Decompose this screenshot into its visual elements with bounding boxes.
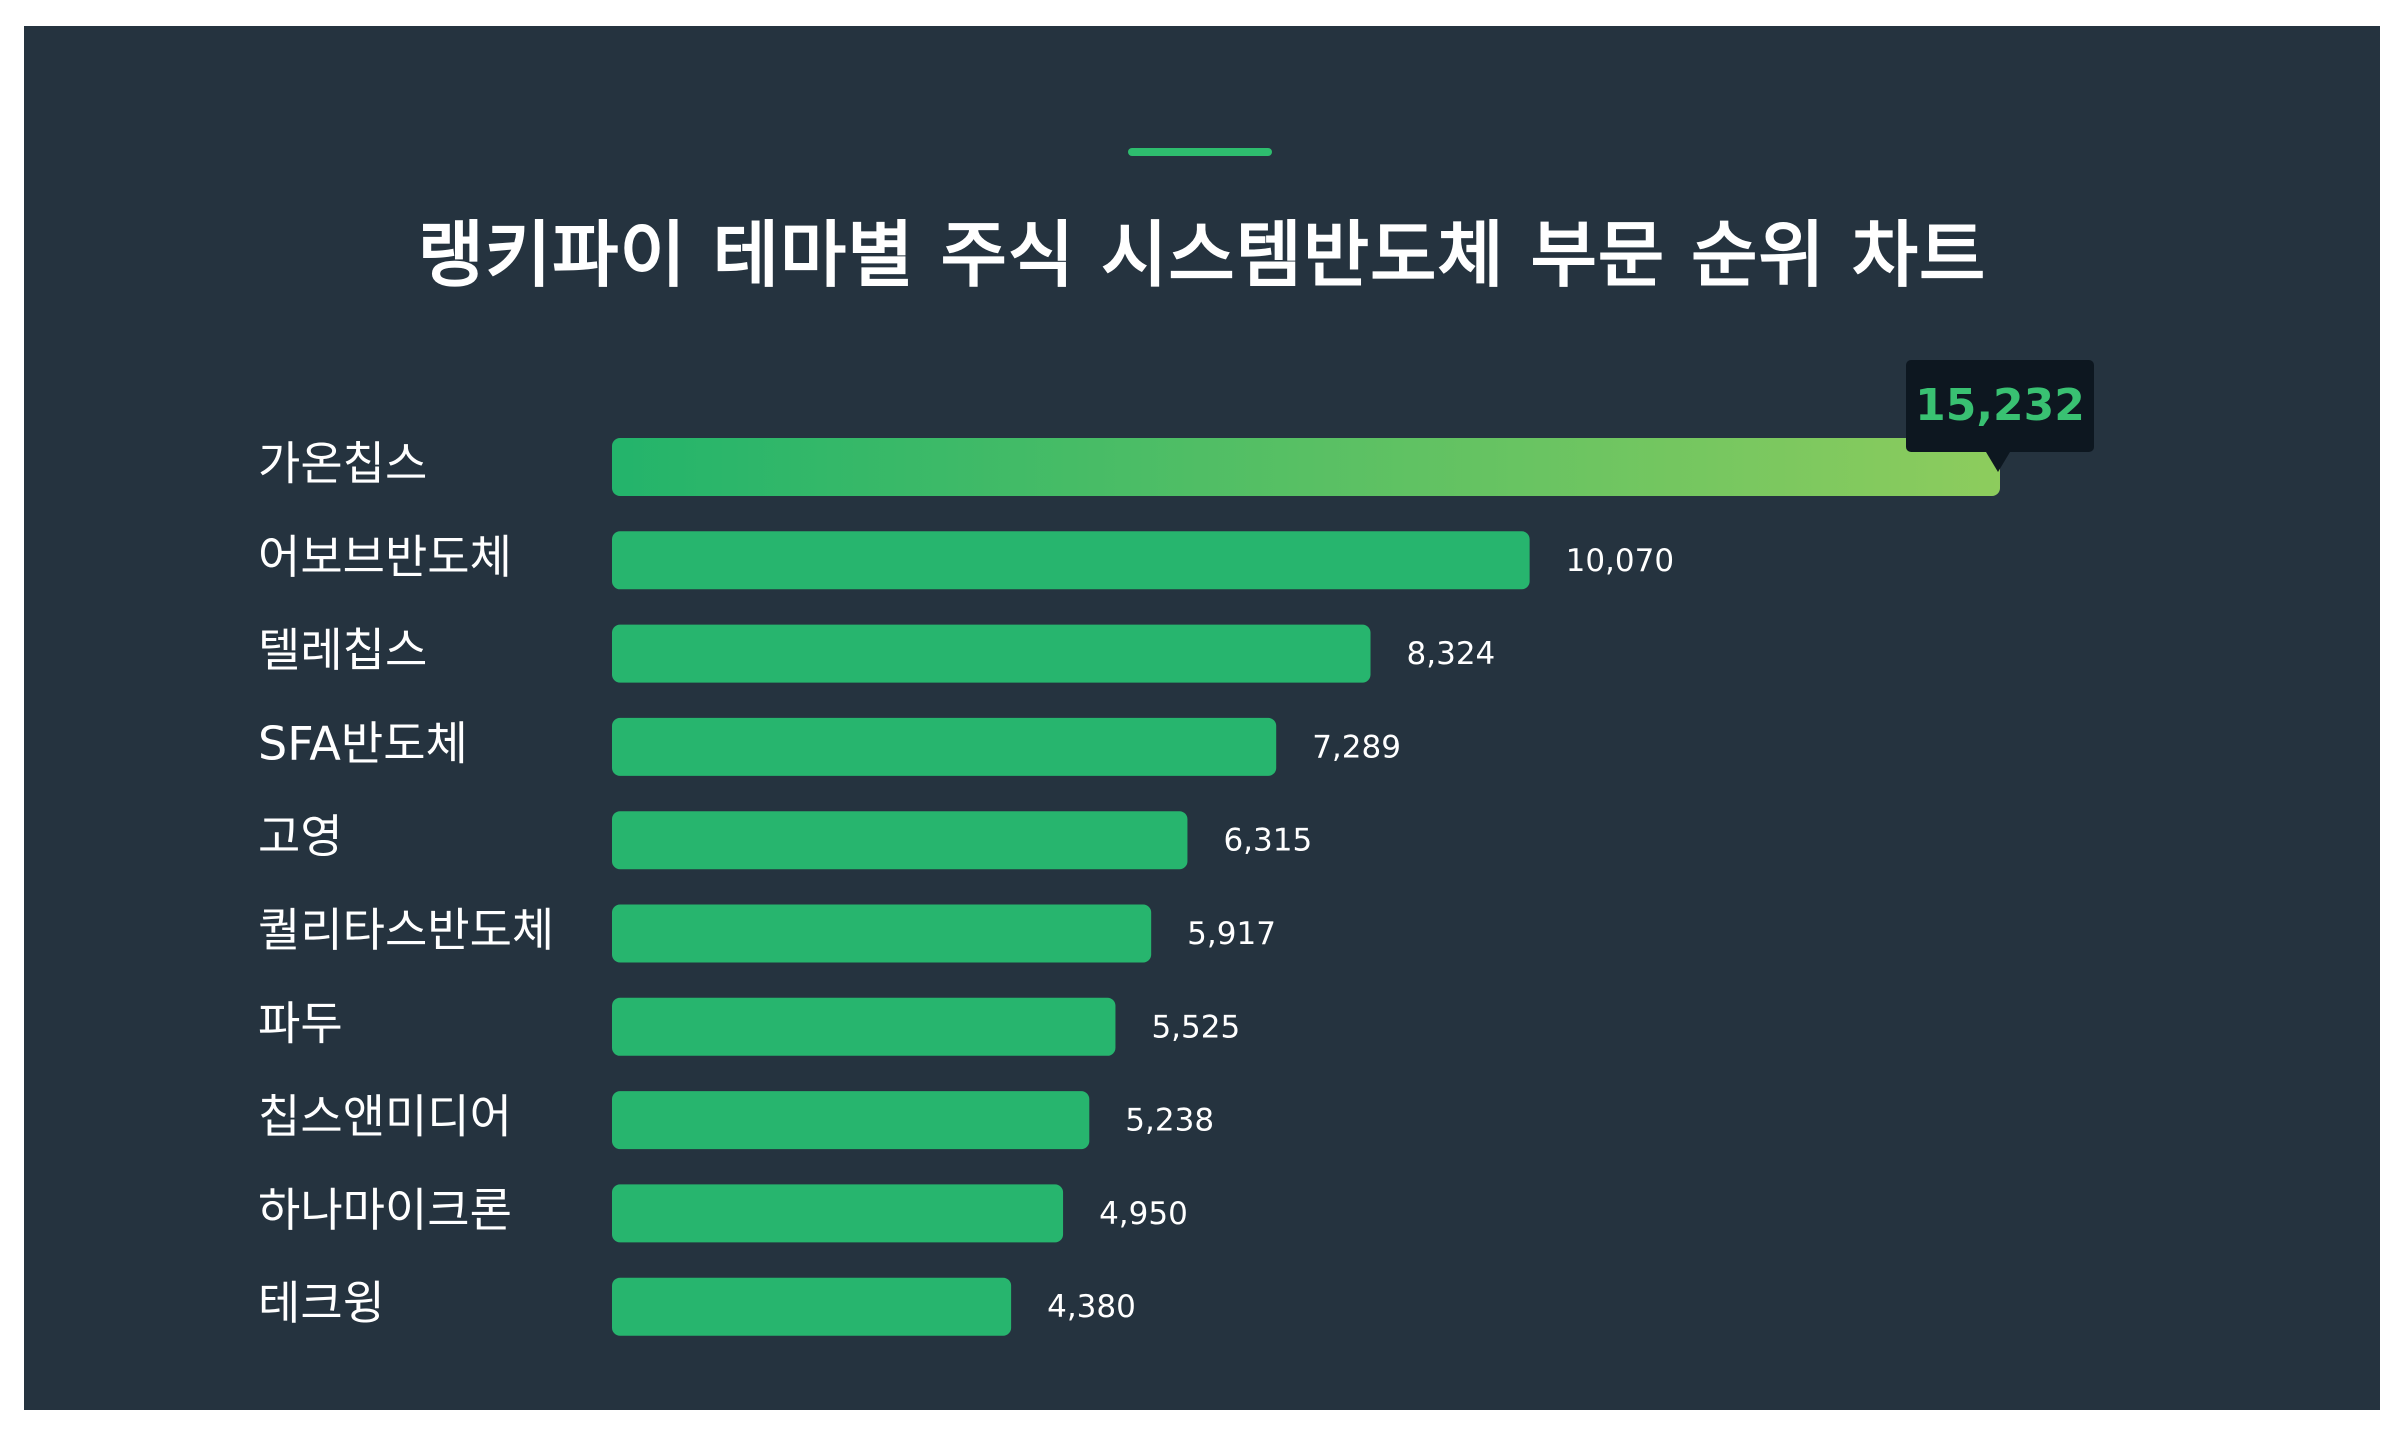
value-label: 6,315 (1223, 823, 1312, 859)
value-label: 5,238 (1125, 1103, 1214, 1139)
bar (612, 904, 1152, 963)
category-label: 파두 (258, 996, 343, 1050)
chart-title: 랭키파이 테마별 주식 시스템반도체 부문 순위 차트 (417, 213, 1987, 297)
category-label: 퀄리타스반도체 (258, 903, 554, 957)
bar (612, 1184, 1064, 1243)
title-accent-line (1128, 148, 1272, 156)
bar (612, 1091, 1090, 1150)
category-label: 텔레칩스 (258, 623, 427, 677)
category-label: 고영 (258, 810, 343, 864)
bar (612, 1277, 1012, 1336)
value-label: 8,324 (1407, 636, 1496, 672)
value-label: 5,525 (1151, 1009, 1240, 1045)
value-label: 7,289 (1312, 729, 1401, 765)
value-label: 10,070 (1566, 543, 1674, 579)
bar (612, 531, 1530, 590)
category-label: 가온칩스 (258, 437, 427, 491)
tooltip-pointer (1986, 452, 2010, 472)
bar (612, 997, 1116, 1056)
value-label: 4,380 (1047, 1289, 1136, 1325)
category-label: 칩스앤미디어 (258, 1090, 512, 1144)
bar (612, 811, 1188, 870)
category-label: 테크윙 (258, 1276, 385, 1330)
value-label: 4,950 (1099, 1196, 1188, 1232)
value-label: 5,917 (1187, 916, 1276, 952)
category-label: 하나마이크론 (258, 1183, 512, 1237)
value-tooltip (1906, 360, 2094, 452)
value-label: 15,232 (1915, 380, 2085, 431)
bar (612, 438, 2000, 496)
category-label: SFA반도체 (258, 716, 468, 770)
category-label: 어보브반도체 (258, 530, 512, 584)
bar (612, 717, 1277, 776)
bar (612, 624, 1371, 683)
